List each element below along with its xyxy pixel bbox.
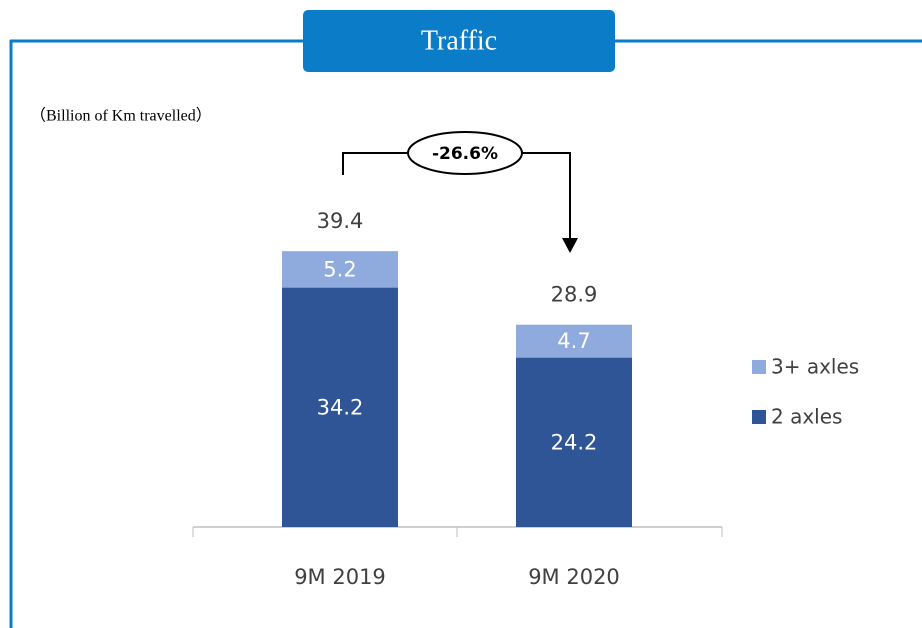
bracket	[522, 152, 571, 238]
annotation: -26.6%	[432, 144, 498, 164]
chart-title: Traffic	[421, 25, 497, 56]
x-tick-label: 9M 2019	[294, 565, 386, 589]
subtitle: （Billion of Km travelled）	[30, 107, 212, 125]
data-label: 24.2	[551, 430, 598, 454]
legend-label: 2 axles	[771, 405, 842, 429]
x-tick-label: 9M 2020	[528, 565, 620, 589]
data-label: 5.2	[323, 257, 356, 281]
total-label: 39.4	[317, 209, 364, 233]
arrow-head	[562, 238, 578, 253]
bar-segment	[516, 324, 632, 358]
legend-label: 3+ axles	[771, 355, 859, 379]
annotation-ellipse	[407, 131, 523, 175]
title-box	[303, 10, 615, 72]
total-label: 28.9	[551, 283, 598, 307]
bar-segment	[516, 357, 632, 527]
data-label: 34.2	[317, 395, 364, 419]
legend-swatch	[752, 360, 766, 374]
bracket	[342, 152, 408, 175]
legend-swatch	[752, 410, 766, 424]
bar-segment	[282, 287, 398, 527]
bar-segment	[282, 251, 398, 288]
data-label: 4.7	[557, 329, 590, 353]
